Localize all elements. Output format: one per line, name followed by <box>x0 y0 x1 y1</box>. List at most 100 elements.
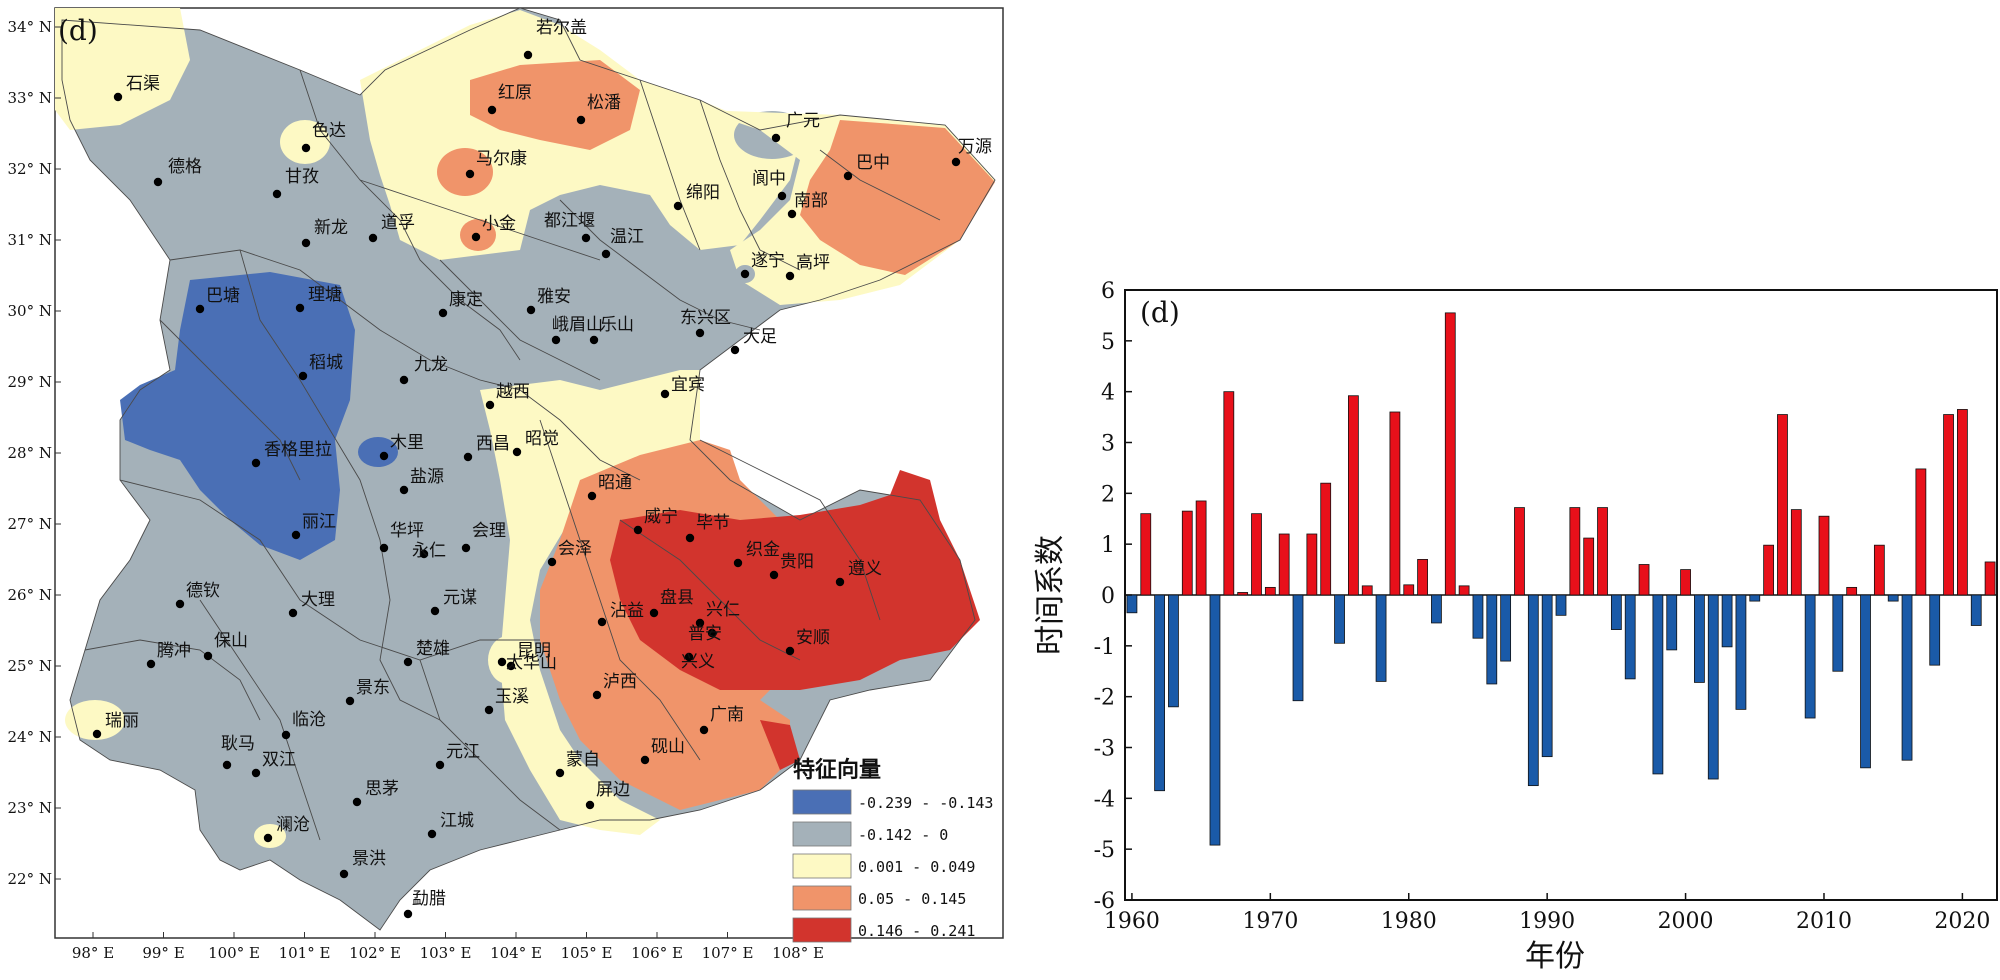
lat-tick-label: 29° N <box>8 373 52 391</box>
lon-tick-label: 100° E <box>208 944 260 962</box>
map-panel: (d) 98° E 99° E 100° E 101° E 102° E 103° E 10… <box>8 7 1004 962</box>
station-label: 会理 <box>472 521 506 541</box>
chart-panel-label: (d) <box>1140 296 1180 329</box>
station-dot <box>485 400 495 410</box>
bar-1991 <box>1555 594 1567 616</box>
bar-2009 <box>1804 594 1816 719</box>
station-dot <box>769 570 779 580</box>
station-dot <box>295 303 305 313</box>
map-panel-label: (d) <box>58 14 98 47</box>
station-dot <box>465 169 475 179</box>
y-tick-label: 2 <box>1101 482 1115 507</box>
y-tick-label: -4 <box>1094 787 1115 812</box>
station-label: 盐源 <box>410 467 444 487</box>
bar-1966 <box>1209 594 1221 846</box>
bar-2003 <box>1721 594 1733 648</box>
lat-tick-label: 23° N <box>8 799 52 817</box>
station-label: 德格 <box>168 157 202 177</box>
station-label: 盘县 <box>660 588 694 608</box>
bar-1993 <box>1583 537 1595 596</box>
station-dot <box>951 157 961 167</box>
bar-1998 <box>1652 594 1664 775</box>
station-dot <box>484 705 494 715</box>
station-dot <box>551 335 561 345</box>
station-label: 宜宾 <box>671 375 705 395</box>
station-dot <box>403 657 413 667</box>
station-label: 昭通 <box>598 473 632 493</box>
station-label: 双江 <box>262 750 296 770</box>
station-dot <box>785 646 795 656</box>
station-dot <box>175 599 185 609</box>
bar-2015 <box>1887 594 1899 602</box>
station-dot <box>263 833 273 843</box>
station-dot <box>660 389 670 399</box>
y-tick-label: 1 <box>1101 533 1115 558</box>
station-label: 澜沧 <box>276 815 310 835</box>
station-label: 沾益 <box>610 601 644 621</box>
station-label: 巴中 <box>856 153 890 173</box>
station-label: 腾冲 <box>157 641 191 661</box>
station-dot <box>368 233 378 243</box>
station-dot <box>222 760 232 770</box>
y-tick-label: 5 <box>1101 330 1115 355</box>
station-dot <box>403 909 413 919</box>
station-label: 广元 <box>786 111 820 131</box>
bar-2018 <box>1929 594 1941 666</box>
bar-1970 <box>1264 586 1276 596</box>
region-red-southeast <box>610 470 980 690</box>
station-dot <box>581 233 591 243</box>
station-label: 雅安 <box>537 287 571 307</box>
map-legend: 特征向量 -0.239 - -0.143 -0.142 - 0 0.001 - 0.… <box>792 757 993 943</box>
station-label: 保山 <box>214 631 248 651</box>
station-label: 理塘 <box>308 285 342 305</box>
station-label: 织金 <box>746 540 780 560</box>
bar-1968 <box>1237 592 1249 596</box>
station-label: 九龙 <box>414 355 448 375</box>
station-label: 遂宁 <box>751 251 785 271</box>
station-label: 温江 <box>610 227 644 247</box>
lon-tick-label: 104° E <box>490 944 542 962</box>
bar-1975 <box>1334 594 1345 644</box>
station-label: 临沧 <box>292 710 326 730</box>
station-label: 太华山 <box>506 653 557 673</box>
bar-1981 <box>1417 559 1428 596</box>
x-tick-label: 2000 <box>1658 909 1714 934</box>
station-label: 都江堰 <box>544 211 595 231</box>
station-dot <box>430 606 440 616</box>
bar-1978 <box>1375 594 1387 682</box>
region-blue-west <box>120 272 355 560</box>
legend-swatch <box>792 853 852 879</box>
region-orange-maerkang <box>437 148 493 196</box>
bar-1972 <box>1292 594 1304 702</box>
region-yellow-taihua <box>488 636 528 684</box>
y-tick-label: 6 <box>1101 279 1115 304</box>
bar-1987 <box>1500 594 1512 662</box>
legend-label: -0.142 - 0 <box>858 826 948 844</box>
region-yellow-ruili <box>65 700 125 740</box>
bar-2016 <box>1901 594 1913 761</box>
bar-2005 <box>1749 594 1761 602</box>
station-dot <box>146 659 156 669</box>
legend-swatch <box>792 917 852 943</box>
station-dot <box>589 335 599 345</box>
station-dot <box>649 608 659 618</box>
station-dot <box>785 271 795 281</box>
y-tick-label: 0 <box>1101 584 1115 609</box>
bar-1977 <box>1361 585 1373 596</box>
station-dot <box>526 305 536 315</box>
station-label: 松潘 <box>587 93 621 113</box>
map-contours <box>55 8 996 931</box>
legend-label: 0.001 - 0.049 <box>858 858 975 876</box>
station-dot <box>427 829 437 839</box>
station-dot <box>576 115 586 125</box>
region-yellow-central <box>480 370 700 835</box>
lon-tick-label: 108° E <box>772 944 824 962</box>
station-dot <box>506 661 516 671</box>
lon-tick-label: 98° E <box>72 944 114 962</box>
bar-1974 <box>1320 482 1332 596</box>
bar-1992 <box>1569 507 1581 596</box>
station-label: 广南 <box>710 705 744 725</box>
station-label: 小金 <box>482 214 516 234</box>
bar-2019 <box>1943 414 1954 596</box>
